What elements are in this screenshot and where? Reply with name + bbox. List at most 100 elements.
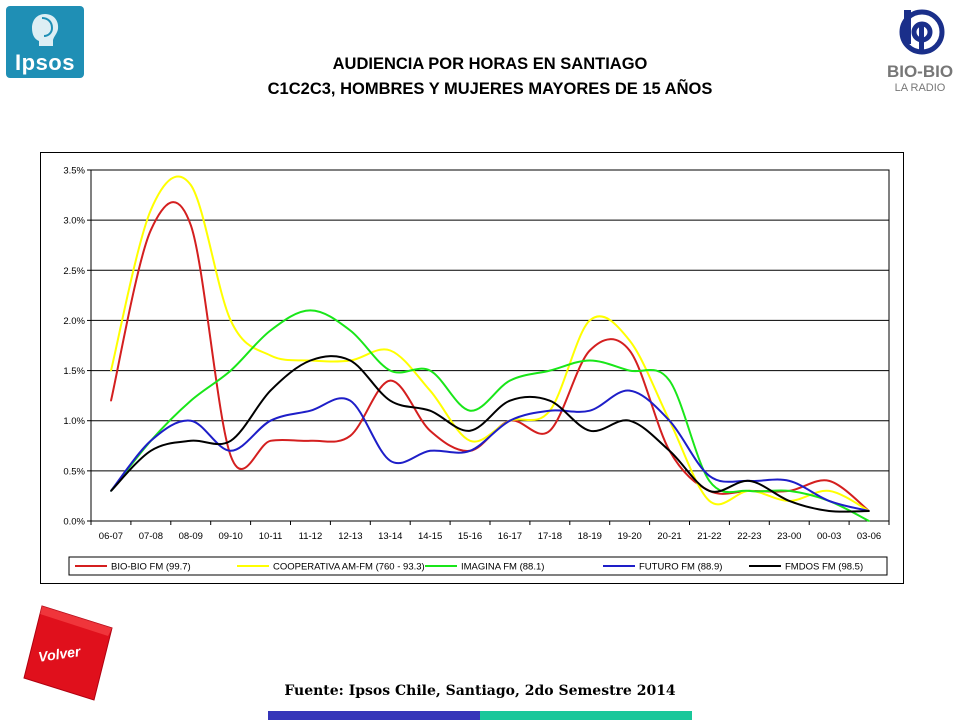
data-point xyxy=(748,490,751,492)
data-point xyxy=(509,379,511,382)
data-point xyxy=(229,369,232,372)
data-point xyxy=(668,450,671,452)
data-point xyxy=(229,450,232,452)
data-point xyxy=(469,440,471,442)
y-tick-label: 2.0% xyxy=(63,316,85,327)
data-point xyxy=(150,450,152,452)
y-tick-label: 1.0% xyxy=(63,416,85,427)
data-point xyxy=(788,490,791,492)
data-point xyxy=(429,389,431,392)
x-tick-label: 18-19 xyxy=(578,531,602,542)
data-point xyxy=(429,450,431,452)
data-point xyxy=(628,419,631,422)
data-point xyxy=(429,429,431,432)
x-tick-label: 14-15 xyxy=(418,531,442,542)
data-point xyxy=(628,389,631,392)
x-tick-label: 12-13 xyxy=(338,531,362,542)
footer-green-bar xyxy=(480,711,692,720)
legend-label: FUTURO FM (88.9) xyxy=(639,562,722,573)
data-point xyxy=(190,184,192,186)
data-point xyxy=(828,490,830,492)
data-point xyxy=(150,229,152,231)
data-point xyxy=(589,349,591,352)
x-tick-label: 03-06 xyxy=(857,531,881,542)
data-point xyxy=(628,349,631,352)
page-subtitle: C1C2C3, HOMBRES Y MUJERES MAYORES DE 15 … xyxy=(267,80,713,98)
volver-button-shape xyxy=(23,605,113,701)
x-tick-label: 21-22 xyxy=(697,531,721,542)
data-point xyxy=(269,389,272,392)
data-point xyxy=(628,339,631,342)
series-line xyxy=(110,201,870,512)
footer-blue-bar xyxy=(268,711,480,720)
x-tick-label: 20-21 xyxy=(657,531,681,542)
series-line xyxy=(110,355,870,513)
x-tick-label: 06-07 xyxy=(99,531,123,542)
legend-label: FMDOS FM (98.5) xyxy=(785,562,863,573)
data-point xyxy=(389,460,392,462)
x-tick-label: 08-09 xyxy=(179,531,203,542)
data-point xyxy=(389,349,392,352)
data-point xyxy=(429,369,431,372)
biobio-logo-subtext: LA RADIO xyxy=(894,82,946,94)
data-point xyxy=(589,319,591,322)
data-point xyxy=(110,490,112,492)
data-point xyxy=(748,480,751,482)
data-point xyxy=(708,475,711,477)
x-tick-label: 17-18 xyxy=(538,531,562,542)
data-point xyxy=(868,510,870,512)
audience-line-chart: 0.0% 0.5% 1.0% 1.5% 2.0% 2.5% 3.0% 3.5% 06-07 07-… xyxy=(63,166,890,576)
data-point xyxy=(150,209,152,211)
data-point xyxy=(110,399,112,402)
data-point xyxy=(828,500,830,502)
data-point xyxy=(190,399,192,402)
data-point xyxy=(229,440,232,442)
data-point xyxy=(708,490,711,492)
data-point xyxy=(349,329,352,332)
data-point xyxy=(708,480,711,482)
data-point xyxy=(309,309,312,312)
page-title: AUDIENCIA POR HORAS EN SANTIAGO xyxy=(332,55,648,73)
data-point xyxy=(549,399,551,402)
data-point xyxy=(309,409,312,412)
biobio-logo: BIO-BIO LA RADIO xyxy=(884,6,956,102)
x-tick-label: 22-23 xyxy=(737,531,761,542)
x-tick-label: 10-11 xyxy=(259,531,283,542)
data-point xyxy=(589,429,591,432)
x-tick-label: 23-00 xyxy=(777,531,801,542)
x-tick-label: 16-17 xyxy=(498,531,522,542)
data-point xyxy=(389,399,392,402)
data-point xyxy=(269,329,272,332)
x-tick-label: 09-10 xyxy=(218,531,242,542)
data-point xyxy=(229,455,232,457)
data-point xyxy=(469,409,471,412)
data-point xyxy=(828,480,830,482)
data-point xyxy=(549,429,551,432)
y-tick-label: 2.5% xyxy=(63,266,85,277)
data-point xyxy=(589,409,591,412)
y-tick-label: 0.0% xyxy=(63,517,85,528)
x-tick-label: 07-08 xyxy=(139,531,163,542)
legend-label: IMAGINA FM (88.1) xyxy=(461,562,544,573)
data-point xyxy=(229,319,232,322)
chart-area: 0.0% 0.5% 1.0% 1.5% 2.0% 2.5% 3.0% 3.5% 06-07 07-… xyxy=(40,152,904,584)
series-line xyxy=(110,389,870,512)
data-point xyxy=(389,369,392,372)
data-point xyxy=(788,500,791,502)
biobio-logo-text: BIO-BIO xyxy=(886,62,954,81)
data-point xyxy=(309,440,312,442)
data-point xyxy=(469,450,471,452)
x-tick-label: 19-20 xyxy=(617,531,641,542)
data-point xyxy=(190,224,192,226)
data-point xyxy=(868,520,870,522)
x-tick-label: 13-14 xyxy=(378,531,402,542)
y-tick-label: 3.0% xyxy=(63,216,85,227)
data-point xyxy=(150,440,152,442)
data-point xyxy=(309,359,312,362)
data-point xyxy=(708,500,711,502)
data-point xyxy=(828,510,830,512)
data-point xyxy=(788,480,791,482)
data-point xyxy=(509,399,511,402)
ipsos-logo-text: Ipsos xyxy=(15,50,75,75)
series-line xyxy=(110,175,870,512)
